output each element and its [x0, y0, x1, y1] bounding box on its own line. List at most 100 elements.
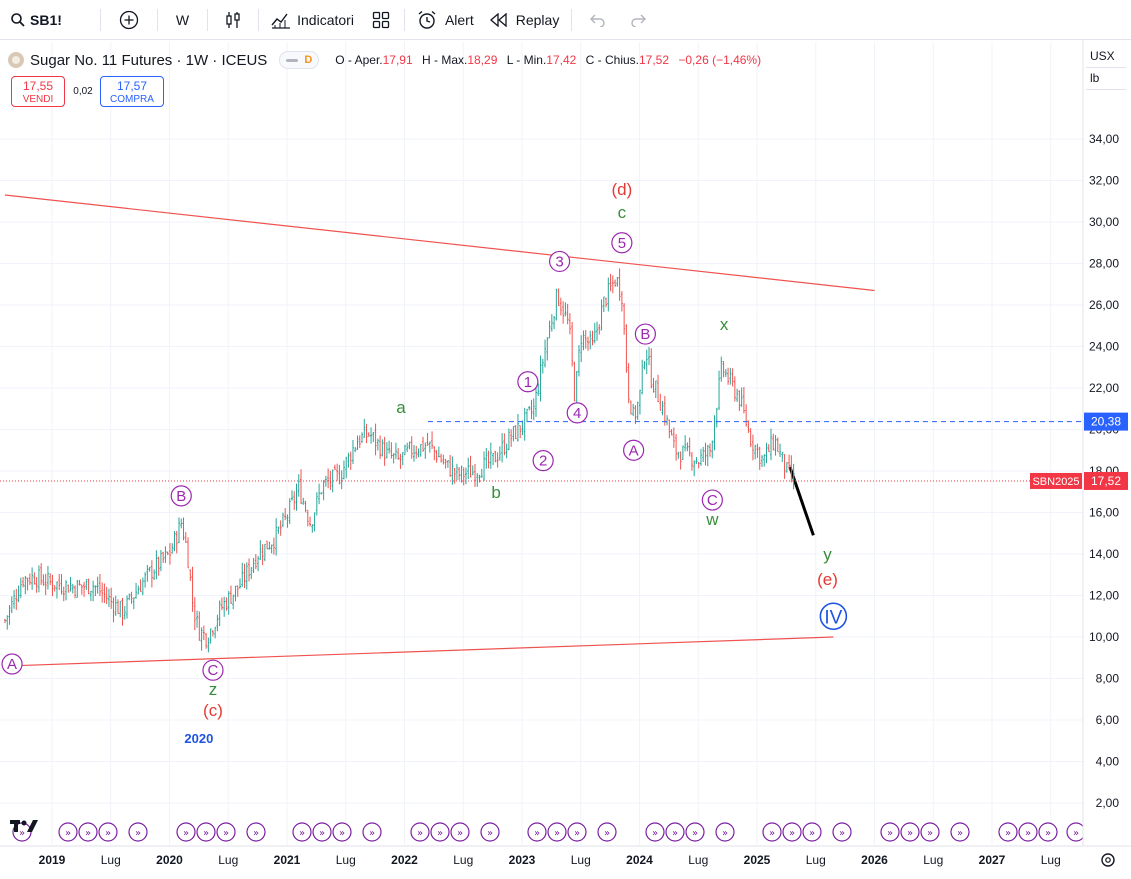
- time-tick-label: Lug: [101, 853, 121, 867]
- tradingview-logo-icon[interactable]: [10, 817, 42, 840]
- event-marker-glyph: »: [1045, 828, 1051, 839]
- gear-ring: [1101, 853, 1115, 867]
- event-marker-glyph: »: [1073, 828, 1079, 839]
- unit-selector[interactable]: USX lb: [1086, 46, 1126, 90]
- event-marker-icon: [362, 822, 382, 842]
- sell-price: 17,55: [22, 79, 54, 93]
- event-marker-icon: [715, 822, 735, 842]
- event-marker-glyph: »: [1025, 828, 1031, 839]
- undo-button[interactable]: [576, 0, 618, 40]
- wave-label: b: [491, 483, 500, 502]
- spread-value: 0,02: [73, 86, 93, 97]
- time-tick-label: 2022: [391, 853, 418, 867]
- compare-button[interactable]: [105, 0, 153, 40]
- separator: [156, 8, 158, 31]
- price-tick-label: 28,00: [1089, 257, 1119, 271]
- separator: [571, 8, 573, 31]
- time-tick-label: 2021: [274, 853, 301, 867]
- replay-button[interactable]: Replay: [482, 0, 568, 40]
- time-tick-label: Lug: [688, 853, 708, 867]
- wave-label: C: [707, 492, 718, 509]
- event-marker-icon: [685, 822, 705, 842]
- buy-label: COMPRA: [110, 94, 154, 105]
- candlestick-series: [4, 268, 795, 653]
- indicators-button[interactable]: Indicatori: [263, 0, 362, 40]
- sell-button[interactable]: 17,55 VENDI: [11, 76, 65, 107]
- chart-legend: Sugar No. 11 Futures · 1W · ICEUS D O - …: [8, 48, 767, 72]
- open-label: O - Aper.: [335, 53, 383, 67]
- event-marker-glyph: »: [65, 828, 71, 839]
- wave-label: B: [176, 488, 186, 505]
- chart-type-button[interactable]: [212, 0, 254, 40]
- open-value: 17,91: [382, 53, 413, 67]
- event-marker-icon: [900, 822, 920, 842]
- chart-grid: [0, 42, 1083, 845]
- event-marker-glyph: »: [672, 828, 678, 839]
- event-marker-glyph: »: [19, 828, 25, 839]
- low-value: 17,42: [546, 53, 577, 67]
- wave-circle: [202, 659, 224, 681]
- wave-circle: [517, 371, 539, 393]
- price-tick-label: 34,00: [1089, 132, 1119, 146]
- interval-label: W: [175, 11, 190, 28]
- indicators-icon: [271, 13, 291, 29]
- chart-title[interactable]: Sugar No. 11 Futures · 1W · ICEUS: [30, 51, 268, 69]
- event-marker-glyph: »: [604, 828, 610, 839]
- symbol-search-button[interactable]: SB1!: [0, 0, 70, 40]
- event-marker-icon: [567, 822, 587, 842]
- event-marker-icon: [450, 822, 470, 842]
- low-label: L - Min.: [506, 53, 547, 67]
- rewind-icon: [489, 12, 507, 27]
- event-marker-icon: [480, 822, 500, 842]
- last-price-tag: [1084, 471, 1128, 490]
- high-label: H - Max.: [422, 53, 468, 67]
- close-label: C - Chius.: [585, 53, 639, 67]
- time-axis[interactable]: 2019 Lug 2020 Lug 2021 Lug 2022 Lug 2023 Lug 2024 L…: [0, 845, 1131, 879]
- event-marker-icon: [832, 822, 852, 842]
- layouts-button[interactable]: [362, 0, 400, 40]
- price-tick-label: 32,00: [1089, 174, 1119, 188]
- event-marker-glyph: »: [652, 828, 658, 839]
- candles-icon: [226, 11, 240, 28]
- interval-button[interactable]: W: [162, 0, 203, 40]
- alarm-clock-icon: [418, 10, 436, 29]
- event-marker-glyph: »: [722, 828, 728, 839]
- price-axis[interactable]: 2,004,006,008,0010,0012,0014,0016,0018,0…: [1030, 40, 1131, 879]
- event-marker-icon: [920, 822, 940, 842]
- wave-label: A: [7, 656, 17, 673]
- trendline-lower: [4, 636, 834, 667]
- delay-badge[interactable]: D: [279, 51, 320, 69]
- time-tick-label: Lug: [806, 853, 826, 867]
- wave-label: y: [823, 545, 832, 564]
- alert-button[interactable]: Alert: [409, 0, 482, 40]
- buy-button[interactable]: 17,57 COMPRA: [100, 76, 164, 107]
- wave-circle: [819, 602, 848, 631]
- unit-label[interactable]: lb: [1086, 68, 1126, 90]
- wave-circle: [701, 489, 723, 511]
- plus-circle-icon: [119, 10, 139, 29]
- redo-button[interactable]: [618, 0, 660, 40]
- separator: [207, 8, 209, 31]
- separator: [99, 8, 101, 31]
- price-tick-label: 2,00: [1096, 796, 1120, 810]
- wave-circle: [548, 250, 571, 273]
- currency-label[interactable]: USX: [1086, 46, 1126, 68]
- time-tick-label: Lug: [453, 853, 473, 867]
- price-tick-label: 24,00: [1089, 340, 1119, 354]
- event-marker-glyph: »: [487, 828, 493, 839]
- event-marker-glyph: »: [887, 828, 893, 839]
- event-marker-icon: [880, 822, 900, 842]
- time-tick-label: 2020: [156, 853, 183, 867]
- wave-circle: [170, 485, 192, 507]
- event-marker-icon: [246, 822, 266, 842]
- price-tick-label: 8,00: [1096, 672, 1120, 686]
- wave-label: 5: [618, 235, 626, 252]
- price-tick-label: 22,00: [1089, 381, 1119, 395]
- wave-circle: [566, 402, 588, 424]
- event-marker-glyph: »: [437, 828, 443, 839]
- event-marker-icon: [597, 822, 617, 842]
- time-axis-bg: [0, 846, 1131, 879]
- time-tick-label: 2023: [509, 853, 536, 867]
- settings-gear-icon[interactable]: [1101, 853, 1115, 867]
